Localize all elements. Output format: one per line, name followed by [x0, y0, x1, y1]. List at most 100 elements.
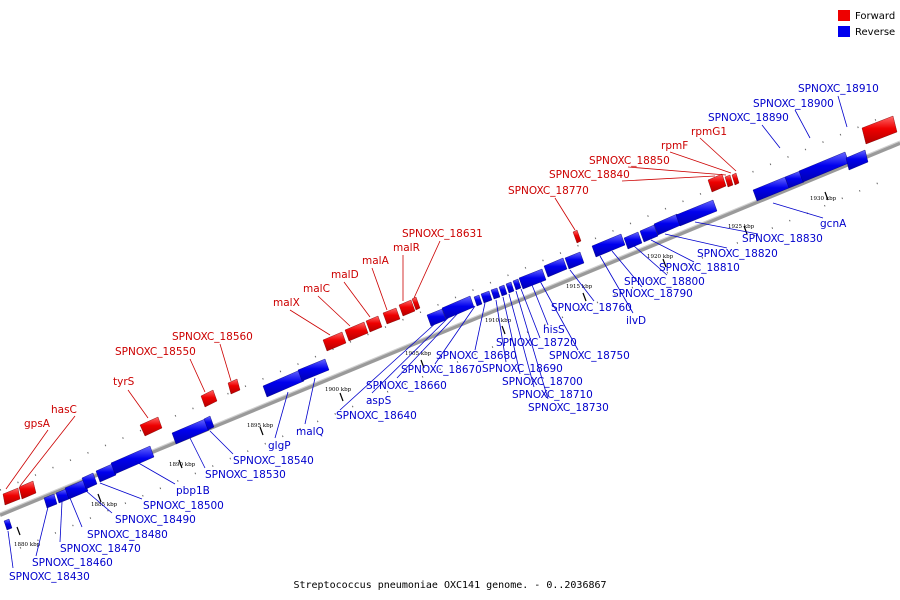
gene-block[interactable] — [81, 472, 98, 490]
gene-label[interactable]: malC — [303, 283, 330, 295]
gene-block[interactable] — [784, 170, 805, 189]
gene-block[interactable] — [2, 487, 21, 506]
gene-block[interactable] — [512, 278, 522, 291]
gene-block[interactable] — [498, 284, 508, 297]
gene-label[interactable]: SPNOXC_18910 — [798, 83, 879, 95]
legend-reverse-swatch — [838, 26, 850, 37]
gene-label[interactable]: glgP — [268, 440, 291, 452]
gene-block[interactable] — [95, 463, 117, 483]
gene-label[interactable]: SPNOXC_18770 — [508, 185, 589, 197]
gene-label[interactable]: SPNOXC_18670 — [401, 364, 482, 376]
gene-label[interactable]: SPNOXC_18900 — [753, 98, 834, 110]
gene-label[interactable]: SPNOXC_18790 — [612, 288, 693, 300]
gene-label[interactable]: SPNOXC_18500 — [143, 500, 224, 512]
gene-label[interactable]: SPNOXC_18470 — [60, 543, 141, 555]
gene-block[interactable] — [43, 493, 58, 509]
gene-block[interactable] — [623, 231, 643, 250]
tick-label: 1885 kbp — [91, 502, 118, 508]
gene-label[interactable]: SPNOXC_18490 — [115, 514, 196, 526]
gene-block[interactable] — [64, 479, 89, 500]
gene-block[interactable] — [490, 287, 501, 300]
gene-block[interactable] — [203, 415, 215, 431]
gene-block[interactable] — [227, 378, 241, 395]
gene-label[interactable]: SPNOXC_18660 — [366, 380, 447, 392]
gene-label[interactable]: SPNOXC_18631 — [402, 228, 483, 240]
gene-block[interactable] — [861, 115, 898, 145]
gene-block[interactable] — [675, 199, 718, 227]
gene-label[interactable]: rpmG1 — [691, 126, 727, 138]
gene-label[interactable]: SPNOXC_18830 — [742, 233, 823, 245]
gene-block[interactable] — [639, 224, 659, 243]
gene-label[interactable]: malR — [393, 242, 420, 254]
gene-label[interactable]: SPNOXC_18640 — [336, 410, 417, 422]
gene-block[interactable] — [139, 416, 163, 437]
gene-label[interactable]: pbp1B — [176, 485, 210, 497]
gene-block[interactable] — [845, 149, 869, 171]
gene-label[interactable]: SPNOXC_18540 — [233, 455, 314, 467]
gene-block[interactable] — [382, 307, 401, 325]
gene-label[interactable]: ilvD — [626, 315, 646, 327]
reverse-genes — [3, 149, 869, 531]
gene-label[interactable]: SPNOXC_18560 — [172, 331, 253, 343]
gene-label[interactable]: SPNOXC_18850 — [589, 155, 670, 167]
gene-label[interactable]: SPNOXC_18550 — [115, 346, 196, 358]
gene-label[interactable]: SPNOXC_18840 — [549, 169, 630, 181]
gene-label[interactable]: SPNOXC_18820 — [697, 248, 778, 260]
gene-block[interactable] — [441, 295, 475, 320]
gene-label[interactable]: SPNOXC_18430 — [9, 571, 90, 583]
gene-label[interactable]: SPNOXC_18800 — [624, 276, 705, 288]
gene-block[interactable] — [297, 358, 330, 382]
gene-label[interactable]: malA — [362, 255, 390, 267]
gene-block[interactable] — [518, 268, 547, 290]
gene-label[interactable]: malD — [331, 269, 359, 281]
gene-block[interactable] — [473, 294, 483, 307]
gene-block[interactable] — [591, 233, 626, 258]
gene-label[interactable]: malQ — [296, 426, 324, 438]
gene-label[interactable]: SPNOXC_18690 — [482, 363, 563, 375]
gene-block[interactable] — [543, 257, 568, 278]
gene-label[interactable]: SPNOXC_18460 — [32, 557, 113, 569]
gene-block[interactable] — [505, 281, 515, 294]
gene-label[interactable]: SPNOXC_18700 — [502, 376, 583, 388]
gene-label[interactable]: SPNOXC_18480 — [87, 529, 168, 541]
gene-block[interactable] — [365, 315, 383, 333]
tick-label: 1930 kbp — [810, 196, 837, 202]
gene-label[interactable]: SPNOXC_18730 — [528, 402, 609, 414]
gene-block[interactable] — [200, 389, 218, 408]
gene-label[interactable]: SPNOXC_18710 — [512, 389, 593, 401]
gene-block[interactable] — [322, 331, 347, 352]
gene-label[interactable]: malX — [273, 297, 300, 309]
gene-label[interactable]: SPNOXC_18680 — [436, 350, 517, 362]
gene-label[interactable]: SPNOXC_18760 — [551, 302, 632, 314]
gene-label[interactable]: SPNOXC_18530 — [205, 469, 286, 481]
gene-block[interactable] — [724, 174, 734, 188]
gene-label[interactable]: hasC — [51, 404, 77, 416]
gene-label[interactable]: tyrS — [113, 376, 135, 388]
gene-label[interactable]: SPNOXC_18720 — [496, 337, 577, 349]
gene-label[interactable]: SPNOXC_18890 — [708, 112, 789, 124]
gene-label[interactable]: aspS — [366, 395, 392, 407]
gene-block[interactable] — [564, 251, 585, 270]
gene-block[interactable] — [344, 321, 369, 342]
gene-block[interactable] — [480, 290, 493, 304]
gene-block[interactable] — [18, 480, 37, 500]
gene-block[interactable] — [262, 369, 305, 398]
gene-block[interactable] — [110, 445, 155, 475]
gene-label[interactable]: gcnA — [820, 218, 847, 230]
gene-block[interactable] — [707, 173, 727, 193]
gene-label[interactable]: hisS — [543, 324, 565, 336]
gene-label[interactable]: SPNOXC_18810 — [659, 262, 740, 274]
gene-label[interactable]: rpmF — [661, 140, 688, 152]
reverse-leaders — [7, 95, 848, 569]
gene-label[interactable]: gpsA — [24, 418, 51, 430]
tick-label: 1915 kbp — [566, 284, 593, 290]
legend-forward-label: Forward — [855, 11, 895, 22]
gene-block[interactable] — [171, 418, 210, 445]
gene-block[interactable] — [398, 299, 416, 317]
gene-block[interactable] — [411, 296, 421, 311]
gene-block[interactable] — [572, 229, 582, 244]
gene-label[interactable]: SPNOXC_18750 — [549, 350, 630, 362]
gene-block[interactable] — [3, 518, 13, 531]
gene-block[interactable] — [731, 172, 740, 186]
